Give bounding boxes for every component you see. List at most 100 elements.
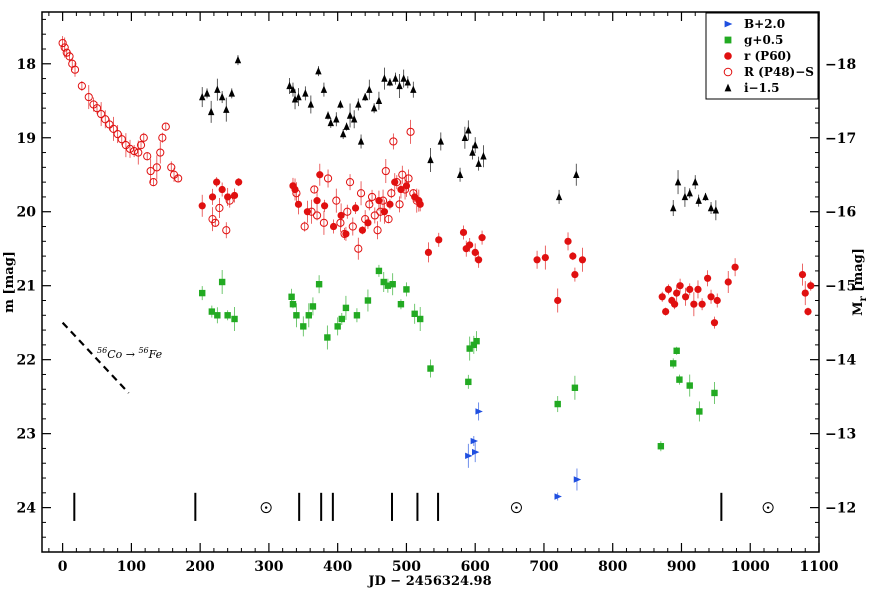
data-point	[312, 211, 322, 220]
y-tick-label-right: −14	[825, 353, 856, 369]
data-point	[662, 307, 670, 316]
data-point	[554, 493, 562, 500]
data-point	[198, 202, 206, 210]
data-point	[478, 234, 486, 242]
solar-conjunction-symbol	[260, 502, 272, 514]
data-point	[397, 185, 405, 194]
data-point	[690, 300, 698, 308]
data-point	[465, 452, 473, 460]
data-point	[323, 174, 333, 183]
legend-label: R (P48)−S	[744, 65, 814, 79]
legend-label: r (P60)	[744, 49, 792, 63]
data-point	[471, 448, 480, 456]
data-point	[573, 170, 580, 178]
x-tick-label: 300	[254, 559, 283, 575]
data-point	[309, 303, 317, 310]
data-point	[207, 107, 215, 116]
plot-frame	[41, 11, 820, 553]
data-point	[361, 92, 369, 101]
x-tick-label: 0	[58, 559, 68, 575]
data-point	[804, 307, 812, 316]
legend-label: B+2.0	[744, 17, 785, 31]
data-point	[293, 312, 300, 319]
data-point	[364, 297, 372, 304]
data-point	[332, 196, 341, 205]
data-point	[437, 137, 445, 145]
data-point	[386, 200, 394, 208]
data-point	[471, 140, 479, 149]
y-tick-label-right: −17	[825, 131, 856, 147]
data-point	[300, 222, 309, 231]
x-tick-label: 400	[323, 559, 352, 575]
data-point	[294, 200, 303, 208]
data-point	[670, 203, 677, 212]
data-point	[329, 222, 338, 231]
y-tick-label-left: 18	[17, 57, 36, 73]
data-point	[400, 74, 407, 82]
data-point	[307, 100, 315, 108]
data-point	[673, 289, 681, 297]
data-point	[58, 38, 67, 48]
data-point	[731, 263, 739, 271]
data-point	[459, 228, 468, 237]
data-point	[682, 293, 690, 301]
data-point	[571, 271, 579, 279]
data-point	[381, 74, 388, 82]
data-point	[554, 400, 561, 408]
data-point	[571, 384, 579, 391]
data-point	[707, 293, 715, 301]
data-point	[65, 52, 74, 61]
data-point	[416, 200, 424, 208]
data-point	[321, 202, 329, 210]
data-point	[324, 111, 332, 119]
data-point	[156, 148, 165, 157]
data-point	[375, 96, 383, 104]
data-point	[692, 177, 699, 186]
data-point	[203, 89, 211, 97]
data-point	[364, 219, 372, 227]
data-point	[152, 163, 161, 172]
y-tick-label-left: 22	[17, 353, 36, 369]
legend-marker	[724, 52, 732, 60]
data-point	[289, 85, 297, 93]
data-point	[316, 171, 324, 179]
decay-label: 56Co → 56Fe	[97, 346, 163, 361]
data-point	[378, 196, 388, 205]
data-point	[541, 253, 549, 262]
data-point	[303, 208, 312, 216]
x-tick-label: 900	[667, 559, 696, 575]
data-point	[681, 192, 689, 201]
data-point	[387, 189, 396, 198]
data-point	[350, 115, 358, 123]
data-point	[670, 360, 677, 367]
data-point	[225, 196, 234, 205]
data-point	[465, 378, 472, 386]
y-tick-label-right: −16	[825, 205, 856, 221]
data-point	[214, 312, 221, 319]
data-point	[218, 92, 226, 101]
data-point	[354, 244, 363, 253]
data-point	[224, 312, 231, 319]
data-point	[113, 129, 122, 139]
data-point	[406, 127, 415, 136]
data-point	[358, 226, 367, 234]
data-point	[367, 192, 377, 202]
data-point	[97, 109, 106, 119]
data-point	[698, 300, 706, 308]
data-point	[465, 126, 472, 134]
data-point	[149, 178, 158, 187]
data-point	[84, 92, 93, 102]
data-point	[213, 178, 221, 186]
data-point	[475, 408, 483, 415]
decay-slope-line	[61, 321, 130, 394]
data-point	[373, 226, 382, 235]
data-point	[355, 100, 362, 108]
data-point	[70, 65, 80, 74]
data-point	[389, 281, 396, 288]
x-tick-label: 600	[461, 559, 490, 575]
data-point	[427, 155, 434, 164]
data-point	[101, 115, 110, 124]
data-point	[713, 296, 721, 305]
data-point	[351, 204, 360, 212]
data-point	[319, 218, 329, 227]
